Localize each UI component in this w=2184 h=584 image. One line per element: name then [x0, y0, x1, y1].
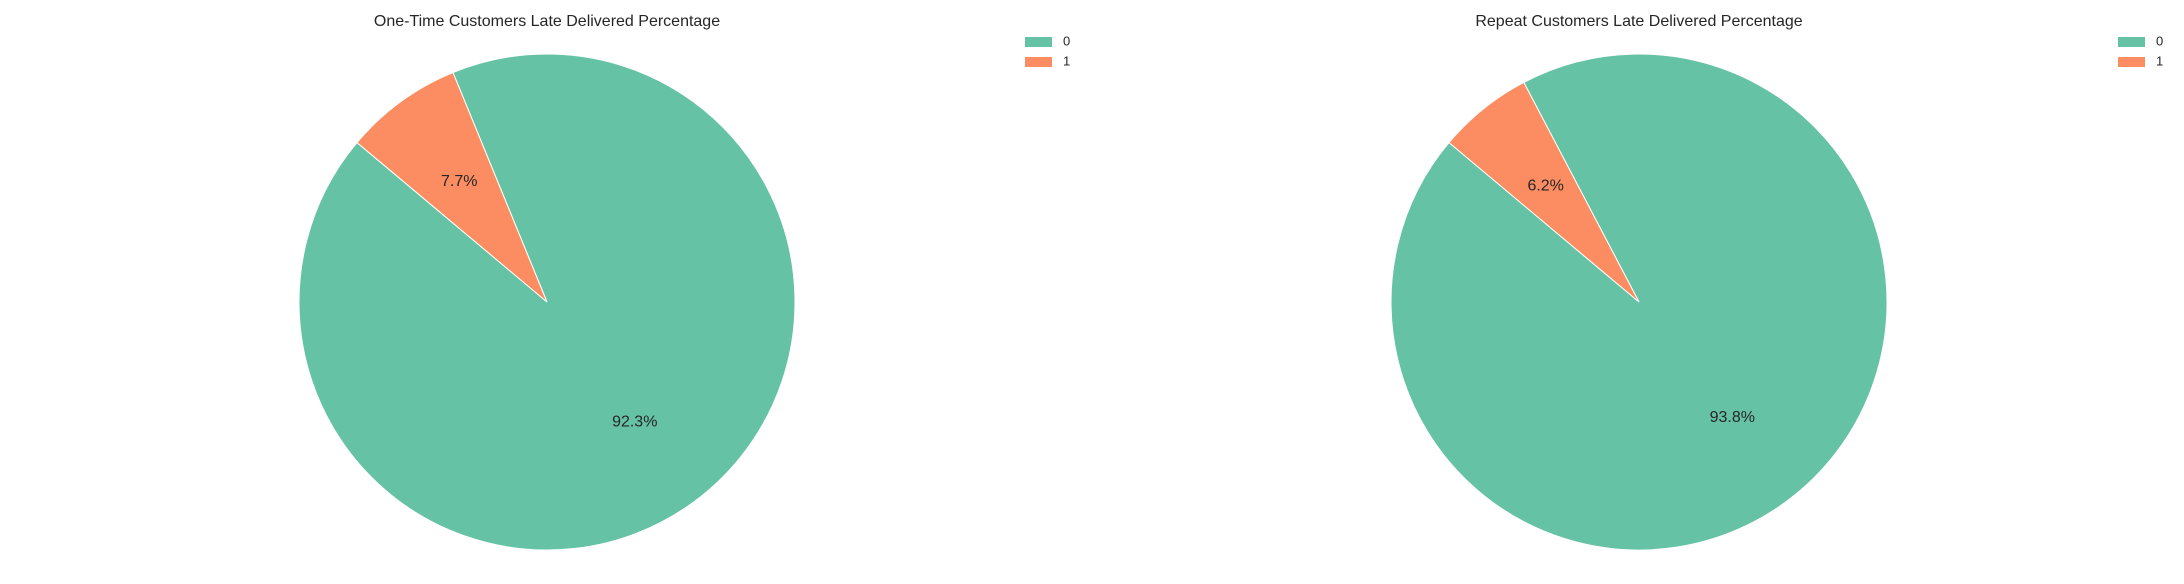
pie-slice-1	[1448, 81, 1640, 303]
pie-chart-2: Repeat Customers Late Delivered Percenta…	[1390, 13, 2163, 551]
legend: 01	[1025, 33, 1070, 68]
pie-slice-1	[356, 71, 548, 303]
legend-swatch-1	[2118, 57, 2145, 67]
legend: 01	[2118, 33, 2163, 68]
legend-label: 1	[2156, 53, 2163, 68]
legend-swatch-1	[1025, 57, 1052, 67]
slice-percent-label: 6.2%	[1527, 177, 1563, 194]
chart-title: Repeat Customers Late Delivered Percenta…	[1475, 13, 1802, 30]
slice-percent-label: 7.7%	[441, 173, 477, 190]
legend-label: 0	[2156, 33, 2163, 48]
legend-swatch-0	[1025, 37, 1052, 47]
legend-label: 1	[1063, 53, 1070, 68]
legend-label: 0	[1063, 33, 1070, 48]
legend-swatch-0	[2118, 37, 2145, 47]
pie-chart-1: One-Time Customers Late Delivered Percen…	[298, 13, 1070, 551]
slice-percent-label: 92.3%	[612, 413, 657, 430]
slice-percent-label: 93.8%	[1710, 409, 1755, 426]
chart-title: One-Time Customers Late Delivered Percen…	[374, 13, 720, 30]
